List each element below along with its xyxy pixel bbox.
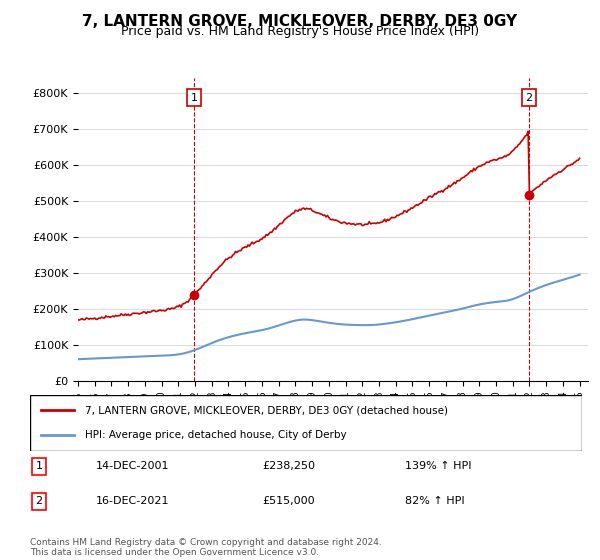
Text: 139% ↑ HPI: 139% ↑ HPI: [406, 461, 472, 471]
Text: 2: 2: [525, 93, 532, 103]
Text: 1: 1: [191, 93, 198, 103]
Text: 16-DEC-2021: 16-DEC-2021: [96, 496, 170, 506]
Text: 82% ↑ HPI: 82% ↑ HPI: [406, 496, 465, 506]
Text: 7, LANTERN GROVE, MICKLEOVER, DERBY, DE3 0GY: 7, LANTERN GROVE, MICKLEOVER, DERBY, DE3…: [82, 14, 518, 29]
Text: 1: 1: [35, 461, 43, 471]
Text: 7, LANTERN GROVE, MICKLEOVER, DERBY, DE3 0GY (detached house): 7, LANTERN GROVE, MICKLEOVER, DERBY, DE3…: [85, 405, 448, 416]
Text: Contains HM Land Registry data © Crown copyright and database right 2024.
This d: Contains HM Land Registry data © Crown c…: [30, 538, 382, 557]
Text: £515,000: £515,000: [262, 496, 314, 506]
Text: 2: 2: [35, 496, 43, 506]
Text: £238,250: £238,250: [262, 461, 315, 471]
FancyBboxPatch shape: [30, 395, 582, 451]
Text: Price paid vs. HM Land Registry's House Price Index (HPI): Price paid vs. HM Land Registry's House …: [121, 25, 479, 38]
Text: HPI: Average price, detached house, City of Derby: HPI: Average price, detached house, City…: [85, 430, 347, 440]
Text: 14-DEC-2001: 14-DEC-2001: [96, 461, 170, 471]
